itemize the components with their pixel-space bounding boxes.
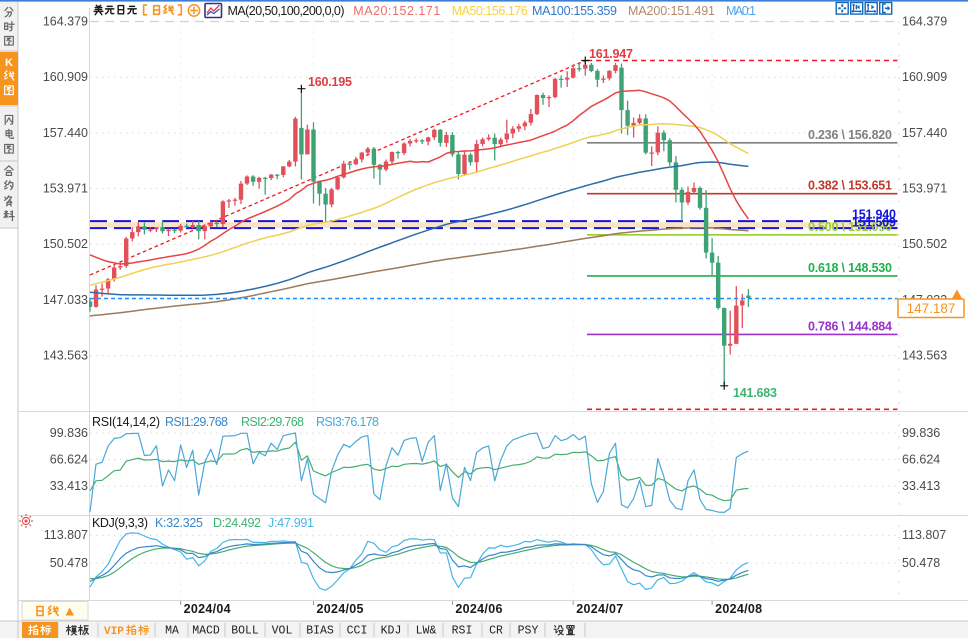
- svg-text:66.624: 66.624: [50, 453, 88, 467]
- svg-text:160.909: 160.909: [43, 70, 88, 84]
- svg-text:RSI1:29.768: RSI1:29.768: [165, 415, 228, 429]
- svg-text:153.971: 153.971: [43, 182, 88, 196]
- svg-text:KDJ: KDJ: [381, 625, 402, 638]
- svg-text:50.478: 50.478: [902, 556, 940, 570]
- svg-text:157.440: 157.440: [902, 126, 947, 140]
- svg-text:LW&: LW&: [416, 625, 437, 638]
- svg-text:MA100:155.359: MA100:155.359: [532, 4, 617, 18]
- svg-text:BOLL: BOLL: [231, 625, 259, 638]
- svg-text:VOL: VOL: [272, 625, 293, 638]
- svg-text:BIAS: BIAS: [306, 625, 334, 638]
- svg-text:0.618 \ 148.530: 0.618 \ 148.530: [808, 261, 892, 275]
- svg-text:151.509: 151.509: [852, 216, 896, 230]
- svg-text:RSI(14,14,2): RSI(14,14,2): [92, 415, 160, 429]
- svg-text:66.624: 66.624: [902, 453, 940, 467]
- svg-text:0.786 \ 144.884: 0.786 \ 144.884: [808, 319, 892, 333]
- svg-text:MA50:156.176: MA50:156.176: [452, 4, 528, 18]
- svg-text:MACD: MACD: [192, 625, 220, 638]
- svg-text:RSI2:29.768: RSI2:29.768: [241, 415, 304, 429]
- svg-text:0.382 \ 153.651: 0.382 \ 153.651: [808, 179, 892, 193]
- svg-text:K: K: [5, 57, 13, 69]
- svg-text:2024/07: 2024/07: [576, 602, 623, 616]
- svg-text:RSI3:76.178: RSI3:76.178: [316, 415, 379, 429]
- svg-text:33.413: 33.413: [902, 479, 940, 493]
- svg-text:157.440: 157.440: [43, 126, 88, 140]
- svg-text:147.033: 147.033: [43, 293, 88, 307]
- svg-text:D:24.492: D:24.492: [213, 516, 261, 530]
- svg-text:MA200:151.491: MA200:151.491: [628, 4, 715, 18]
- svg-text:PSY: PSY: [518, 625, 539, 638]
- svg-text:150.502: 150.502: [902, 237, 947, 251]
- svg-text:CCI: CCI: [347, 625, 368, 638]
- svg-text:160.195: 160.195: [308, 75, 352, 89]
- svg-text:2024/08: 2024/08: [715, 602, 762, 616]
- svg-text:2024/06: 2024/06: [455, 602, 502, 616]
- svg-text:MA(20,50,100,200,0,0): MA(20,50,100,200,0,0): [228, 4, 345, 18]
- svg-text:KDJ(9,3,3): KDJ(9,3,3): [92, 516, 148, 530]
- svg-text:113.807: 113.807: [902, 528, 946, 542]
- svg-text:2024/04: 2024/04: [184, 602, 231, 616]
- svg-text:151.940: 151.940: [852, 208, 896, 222]
- svg-text:143.563: 143.563: [43, 349, 88, 363]
- svg-text:141.683: 141.683: [733, 386, 777, 400]
- svg-text:0.236 \ 156.820: 0.236 \ 156.820: [808, 128, 892, 142]
- svg-text:164.379: 164.379: [902, 15, 947, 29]
- svg-text:K:32.325: K:32.325: [155, 516, 203, 530]
- svg-text:0.500 \ 151.090: 0.500 \ 151.090: [808, 220, 892, 234]
- svg-text:143.563: 143.563: [902, 349, 947, 363]
- svg-text:RSI: RSI: [452, 625, 473, 638]
- svg-text:33.413: 33.413: [50, 479, 88, 493]
- svg-text:99.836: 99.836: [50, 426, 88, 440]
- svg-text:150.502: 150.502: [43, 237, 88, 251]
- svg-text:MA20:152.171: MA20:152.171: [353, 4, 440, 18]
- svg-text:113.807: 113.807: [44, 528, 88, 542]
- svg-text:MA: MA: [165, 625, 179, 638]
- svg-text:147.187: 147.187: [907, 301, 956, 316]
- svg-text:MA0:1: MA0:1: [726, 4, 756, 18]
- svg-text:153.971: 153.971: [902, 182, 947, 196]
- svg-text:50.478: 50.478: [50, 556, 88, 570]
- svg-text:161.947: 161.947: [589, 47, 633, 61]
- svg-text:99.836: 99.836: [902, 426, 940, 440]
- svg-text:160.909: 160.909: [902, 70, 947, 84]
- svg-text:2024/05: 2024/05: [317, 602, 364, 616]
- svg-text:164.379: 164.379: [43, 15, 88, 29]
- svg-text:CR: CR: [489, 625, 503, 638]
- svg-text:J:47.991: J:47.991: [268, 516, 314, 530]
- svg-text:VIP: VIP: [104, 626, 124, 638]
